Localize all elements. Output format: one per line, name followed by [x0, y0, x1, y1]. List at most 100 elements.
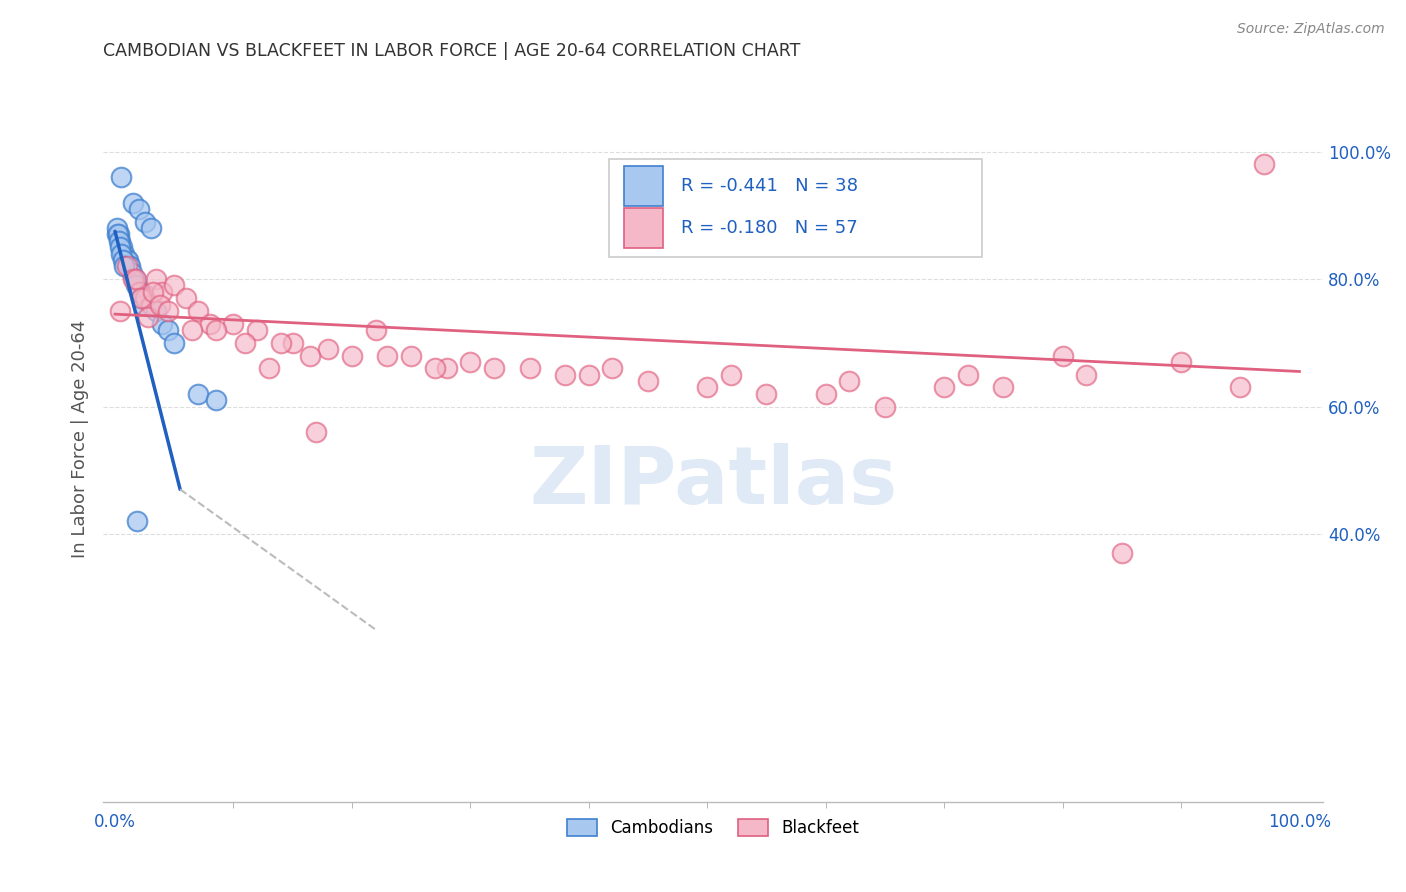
Point — [139, 297, 162, 311]
Point — [121, 195, 143, 210]
Point — [122, 272, 145, 286]
Point — [305, 425, 328, 439]
Point — [602, 361, 624, 376]
Point — [204, 323, 226, 337]
Point — [111, 252, 134, 267]
Point — [364, 323, 387, 337]
Point — [696, 380, 718, 394]
Point — [112, 246, 135, 260]
Point — [932, 380, 955, 394]
Point — [108, 234, 131, 248]
Point — [281, 335, 304, 350]
Point — [114, 252, 136, 267]
Point — [187, 386, 209, 401]
Point — [187, 304, 209, 318]
Point — [111, 240, 134, 254]
Point — [105, 221, 128, 235]
Point — [115, 252, 138, 267]
Point — [127, 514, 149, 528]
Point — [112, 260, 135, 274]
Point — [117, 252, 139, 267]
Point — [460, 355, 482, 369]
Point — [107, 227, 129, 242]
FancyBboxPatch shape — [624, 208, 664, 248]
Point — [1052, 349, 1074, 363]
Point — [114, 246, 136, 260]
Point — [519, 361, 541, 376]
Point — [482, 361, 505, 376]
Point — [436, 361, 458, 376]
Point — [163, 335, 186, 350]
FancyBboxPatch shape — [624, 167, 664, 206]
Point — [134, 291, 156, 305]
Point — [1229, 380, 1251, 394]
Point — [755, 386, 778, 401]
Text: R = -0.441   N = 38: R = -0.441 N = 38 — [682, 178, 859, 195]
Point — [125, 278, 148, 293]
Point — [110, 246, 132, 260]
Point — [120, 260, 142, 274]
Text: CAMBODIAN VS BLACKFEET IN LABOR FORCE | AGE 20-64 CORRELATION CHART: CAMBODIAN VS BLACKFEET IN LABOR FORCE | … — [103, 42, 800, 60]
Point — [838, 374, 860, 388]
Point — [299, 349, 322, 363]
Point — [105, 227, 128, 242]
Point — [174, 291, 197, 305]
Point — [121, 272, 143, 286]
Point — [270, 335, 292, 350]
Point — [157, 323, 180, 337]
Point — [157, 304, 180, 318]
Legend: Cambodians, Blackfeet: Cambodians, Blackfeet — [560, 813, 866, 844]
Text: Source: ZipAtlas.com: Source: ZipAtlas.com — [1237, 22, 1385, 37]
Point — [637, 374, 659, 388]
FancyBboxPatch shape — [609, 159, 981, 257]
Text: R = -0.180   N = 57: R = -0.180 N = 57 — [682, 219, 858, 236]
Point — [1076, 368, 1098, 382]
Point — [1253, 157, 1275, 171]
Point — [110, 240, 132, 254]
Point — [128, 285, 150, 299]
Point — [423, 361, 446, 376]
Point — [142, 285, 165, 299]
Point — [129, 291, 152, 305]
Point — [150, 285, 173, 299]
Point — [993, 380, 1015, 394]
Point — [132, 297, 155, 311]
Point — [1111, 546, 1133, 560]
Point — [110, 170, 132, 185]
Point — [340, 349, 363, 363]
Point — [554, 368, 576, 382]
Point — [136, 310, 159, 325]
Point — [257, 361, 280, 376]
Y-axis label: In Labor Force | Age 20-64: In Labor Force | Age 20-64 — [72, 319, 89, 558]
Point — [150, 317, 173, 331]
Point — [377, 349, 399, 363]
Point — [873, 400, 896, 414]
Point — [128, 285, 150, 299]
Point — [145, 304, 167, 318]
Point — [131, 291, 153, 305]
Point — [222, 317, 245, 331]
Point — [181, 323, 204, 337]
Point — [399, 349, 422, 363]
Point — [129, 291, 152, 305]
Point — [246, 323, 269, 337]
Point — [204, 393, 226, 408]
Point — [115, 260, 138, 274]
Point — [163, 278, 186, 293]
Point — [720, 368, 742, 382]
Point — [149, 297, 172, 311]
Text: ZIPatlas: ZIPatlas — [529, 443, 897, 521]
Point — [814, 386, 837, 401]
Point — [139, 221, 162, 235]
Point — [124, 272, 146, 286]
Point — [233, 335, 256, 350]
Point — [134, 215, 156, 229]
Point — [145, 272, 167, 286]
Point — [198, 317, 221, 331]
Point — [118, 260, 141, 274]
Point — [1170, 355, 1192, 369]
Point — [125, 272, 148, 286]
Point — [128, 202, 150, 216]
Point — [121, 266, 143, 280]
Point — [578, 368, 600, 382]
